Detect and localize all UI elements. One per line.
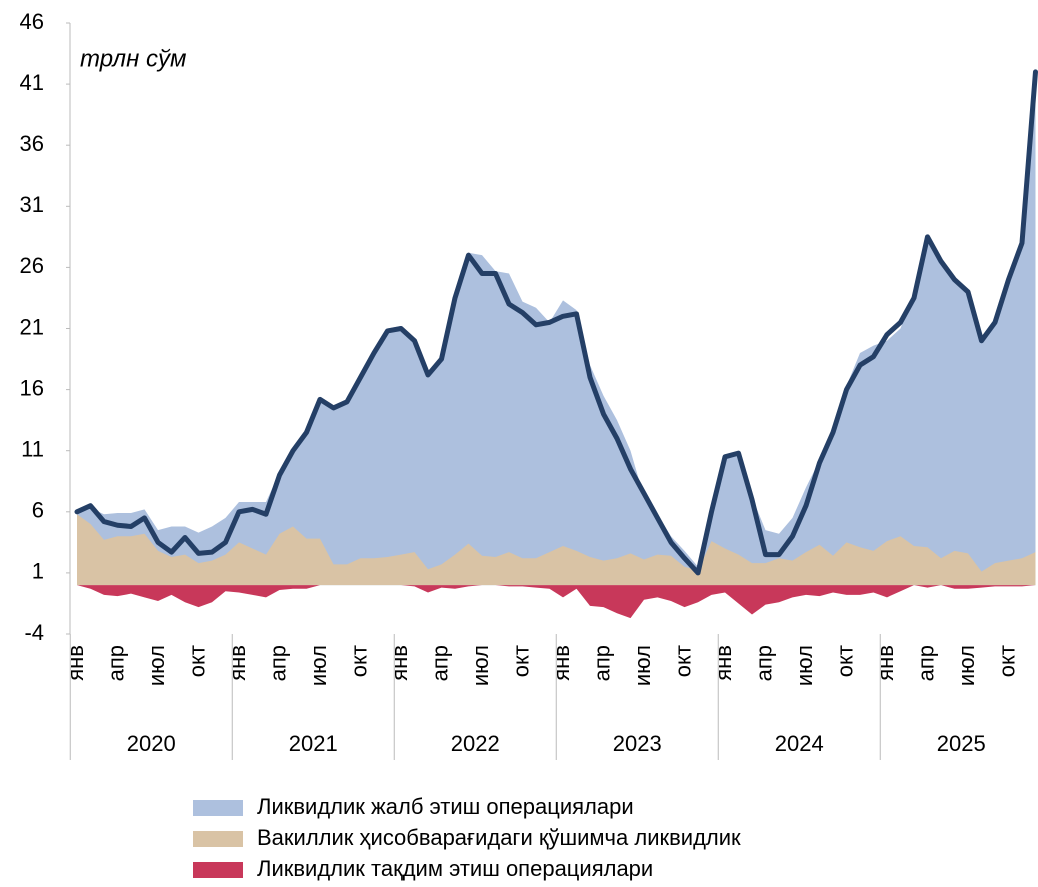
x-tick-label: июл <box>792 645 817 686</box>
x-tick-label: янв <box>711 645 736 681</box>
legend-label: Ликвидлик тақдим этиш операциялари <box>257 856 653 881</box>
y-tick-label: -4 <box>24 620 44 645</box>
area-series <box>77 585 1036 619</box>
y-tick-label: 26 <box>20 253 44 278</box>
plot-area <box>74 69 1038 619</box>
legend-label: Ликвидлик жалб этиш операциялари <box>257 794 634 819</box>
x-tick-label: июл <box>144 645 169 686</box>
x-tick-label: окт <box>346 645 371 677</box>
y-tick-label: 46 <box>20 9 44 34</box>
y-tick-label: 41 <box>20 70 44 95</box>
x-tick-label: янв <box>387 645 412 681</box>
legend-swatch <box>193 862 243 878</box>
y-tick-label: 16 <box>20 375 44 400</box>
x-tick-label: апр <box>103 645 128 681</box>
x-tick-label: апр <box>427 645 452 681</box>
x-tick-label: янв <box>63 645 88 681</box>
y-tick-label: 6 <box>32 498 44 523</box>
area-series <box>77 514 1036 586</box>
year-label: 2022 <box>451 731 500 756</box>
x-tick-label: окт <box>508 645 533 677</box>
legend-swatch <box>193 800 243 816</box>
y-tick-label: 31 <box>20 192 44 217</box>
year-label: 2021 <box>289 731 338 756</box>
x-tick-label: июл <box>630 645 655 686</box>
x-tick-label: янв <box>549 645 574 681</box>
x-tick-label: апр <box>751 645 776 681</box>
x-tick-label: апр <box>265 645 290 681</box>
area-series <box>77 71 1036 586</box>
unit-annotation: трлн сўм <box>80 45 186 72</box>
x-tick-label: апр <box>913 645 938 681</box>
x-tick-label: июл <box>306 645 331 686</box>
x-tick-label: окт <box>994 645 1019 677</box>
x-tick-label: июл <box>954 645 979 686</box>
legend-swatch <box>193 831 243 847</box>
year-label: 2024 <box>775 731 824 756</box>
year-label: 2023 <box>613 731 662 756</box>
x-tick-label: янв <box>873 645 898 681</box>
line-series <box>74 69 1038 576</box>
year-label: 2020 <box>127 731 176 756</box>
x-tick-label: июл <box>468 645 493 686</box>
y-tick-label: 11 <box>21 437 44 462</box>
year-label: 2025 <box>937 731 986 756</box>
x-tick-label: апр <box>589 645 614 681</box>
x-tick-label: янв <box>225 645 250 681</box>
y-tick-label: 36 <box>20 131 44 156</box>
x-tick-label: окт <box>184 645 209 677</box>
x-tick-label: окт <box>832 645 857 677</box>
y-tick-label: 21 <box>20 314 44 339</box>
legend-label: Вакиллик ҳисобварағидаги қўшимча ликвидл… <box>257 825 741 850</box>
x-tick-label: окт <box>670 645 695 677</box>
y-tick-label: 1 <box>32 559 44 584</box>
